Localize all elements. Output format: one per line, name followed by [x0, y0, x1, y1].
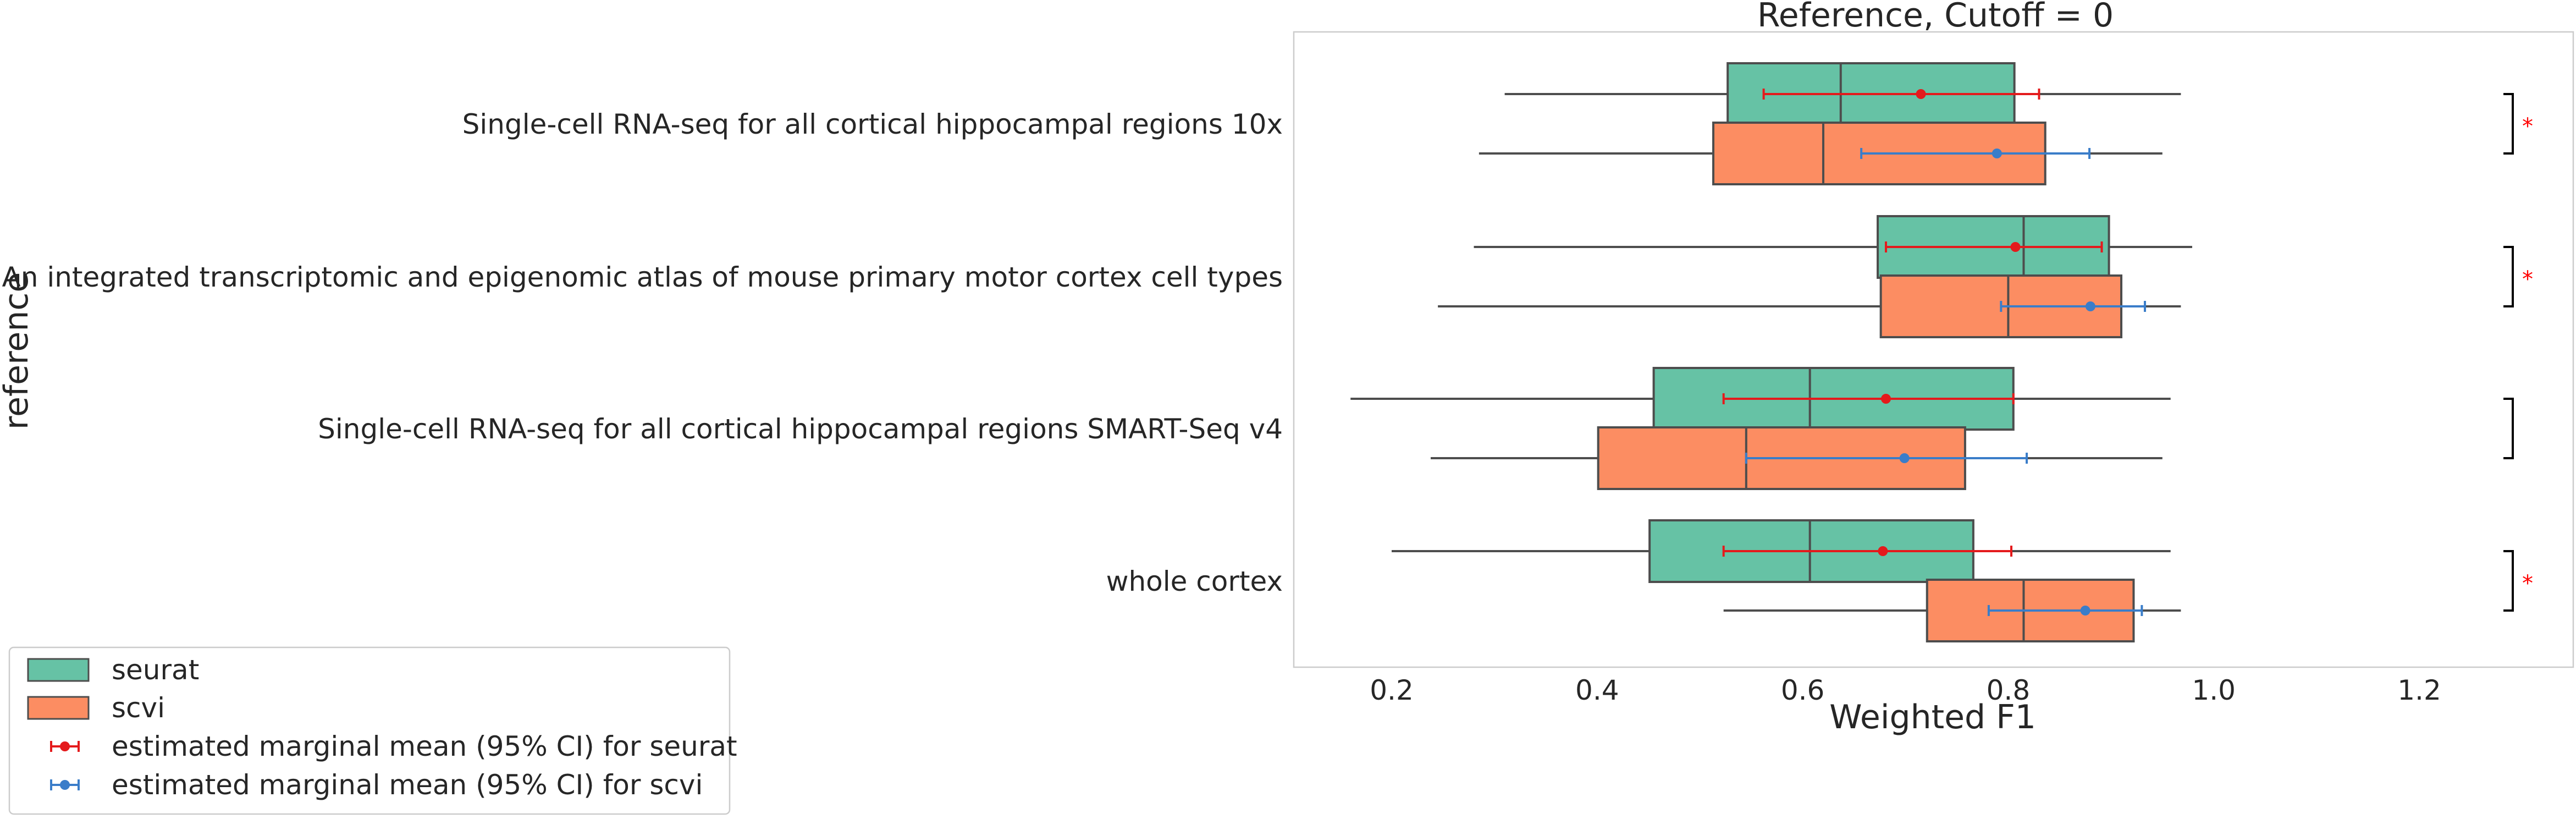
significance-bracket [2503, 550, 2514, 612]
legend-label: scvi [112, 692, 165, 724]
legend-swatch-seurat [27, 658, 90, 682]
mean-point [2010, 242, 2021, 252]
x-tick-label: 1.0 [2192, 674, 2236, 706]
mean-point [1878, 546, 1888, 556]
y-tick-label: Single-cell RNA-seq for all cortical hip… [318, 413, 1283, 445]
y-tick-label: whole cortex [1106, 565, 1283, 597]
significance-star: * [2522, 571, 2533, 596]
marginal-mean-scvi [1987, 605, 2143, 616]
boxes [1350, 62, 2192, 642]
marginal-mean-seurat [1762, 89, 2040, 100]
legend-label: estimated marginal mean (95% CI) for scv… [112, 769, 703, 801]
y-axis-label: reference [0, 272, 36, 430]
marginal-means [1722, 89, 2146, 616]
legend-frame [8, 646, 731, 815]
x-axis-ticks: 0.2 0.4 0.6 0.8 1.0 1.2 [1370, 674, 2441, 706]
legend-errorbar-point [60, 780, 70, 790]
x-tick-label: 1.2 [2397, 674, 2441, 706]
legend: seurat scvi estimated marginal mean (95% C… [8, 646, 737, 815]
marginal-mean-scvi [2000, 301, 2146, 312]
significance-star: * [2522, 114, 2533, 139]
x-axis-label: Weighted F1 [1829, 698, 2036, 736]
y-tick-label: Single-cell RNA-seq for all cortical hip… [462, 108, 1283, 140]
marginal-mean-seurat [1722, 393, 2015, 404]
mean-point [1916, 89, 1926, 99]
legend-label: seurat [112, 654, 199, 686]
x-tick-label: 0.4 [1575, 674, 1619, 706]
significance-bracket [2503, 398, 2514, 459]
x-tick-label: 0.2 [1370, 674, 1414, 706]
mean-point [2080, 606, 2090, 615]
significance-star: * [2522, 267, 2533, 292]
significance-bracket [2503, 246, 2514, 307]
marginal-mean-scvi [1860, 148, 2091, 159]
y-tick-label: An integrated transcriptomic and epigeno… [2, 261, 1283, 293]
x-tick-label: 0.8 [1987, 674, 2031, 706]
chart-title: Reference, Cutoff = 0 [1757, 0, 2114, 35]
plot-frame [1293, 31, 2574, 668]
legend-label: estimated marginal mean (95% CI) for seu… [112, 730, 737, 762]
mean-point [1992, 149, 2002, 158]
marginal-mean-seurat [1884, 241, 2103, 252]
mean-point [1880, 394, 1891, 404]
significance-bracket [2503, 93, 2514, 155]
legend-errorbar-point [60, 741, 70, 751]
legend-swatch-scvi [27, 696, 90, 720]
y-axis-category-labels: Single-cell RNA-seq for all cortical hip… [2, 108, 1283, 597]
x-tick-label: 0.6 [1781, 674, 1825, 706]
marginal-mean-seurat [1722, 546, 2013, 557]
mean-point [1899, 453, 1910, 463]
marginal-mean-scvi [1745, 453, 2028, 464]
mean-point [2085, 301, 2095, 311]
significance-brackets: * * * [2503, 93, 2533, 612]
